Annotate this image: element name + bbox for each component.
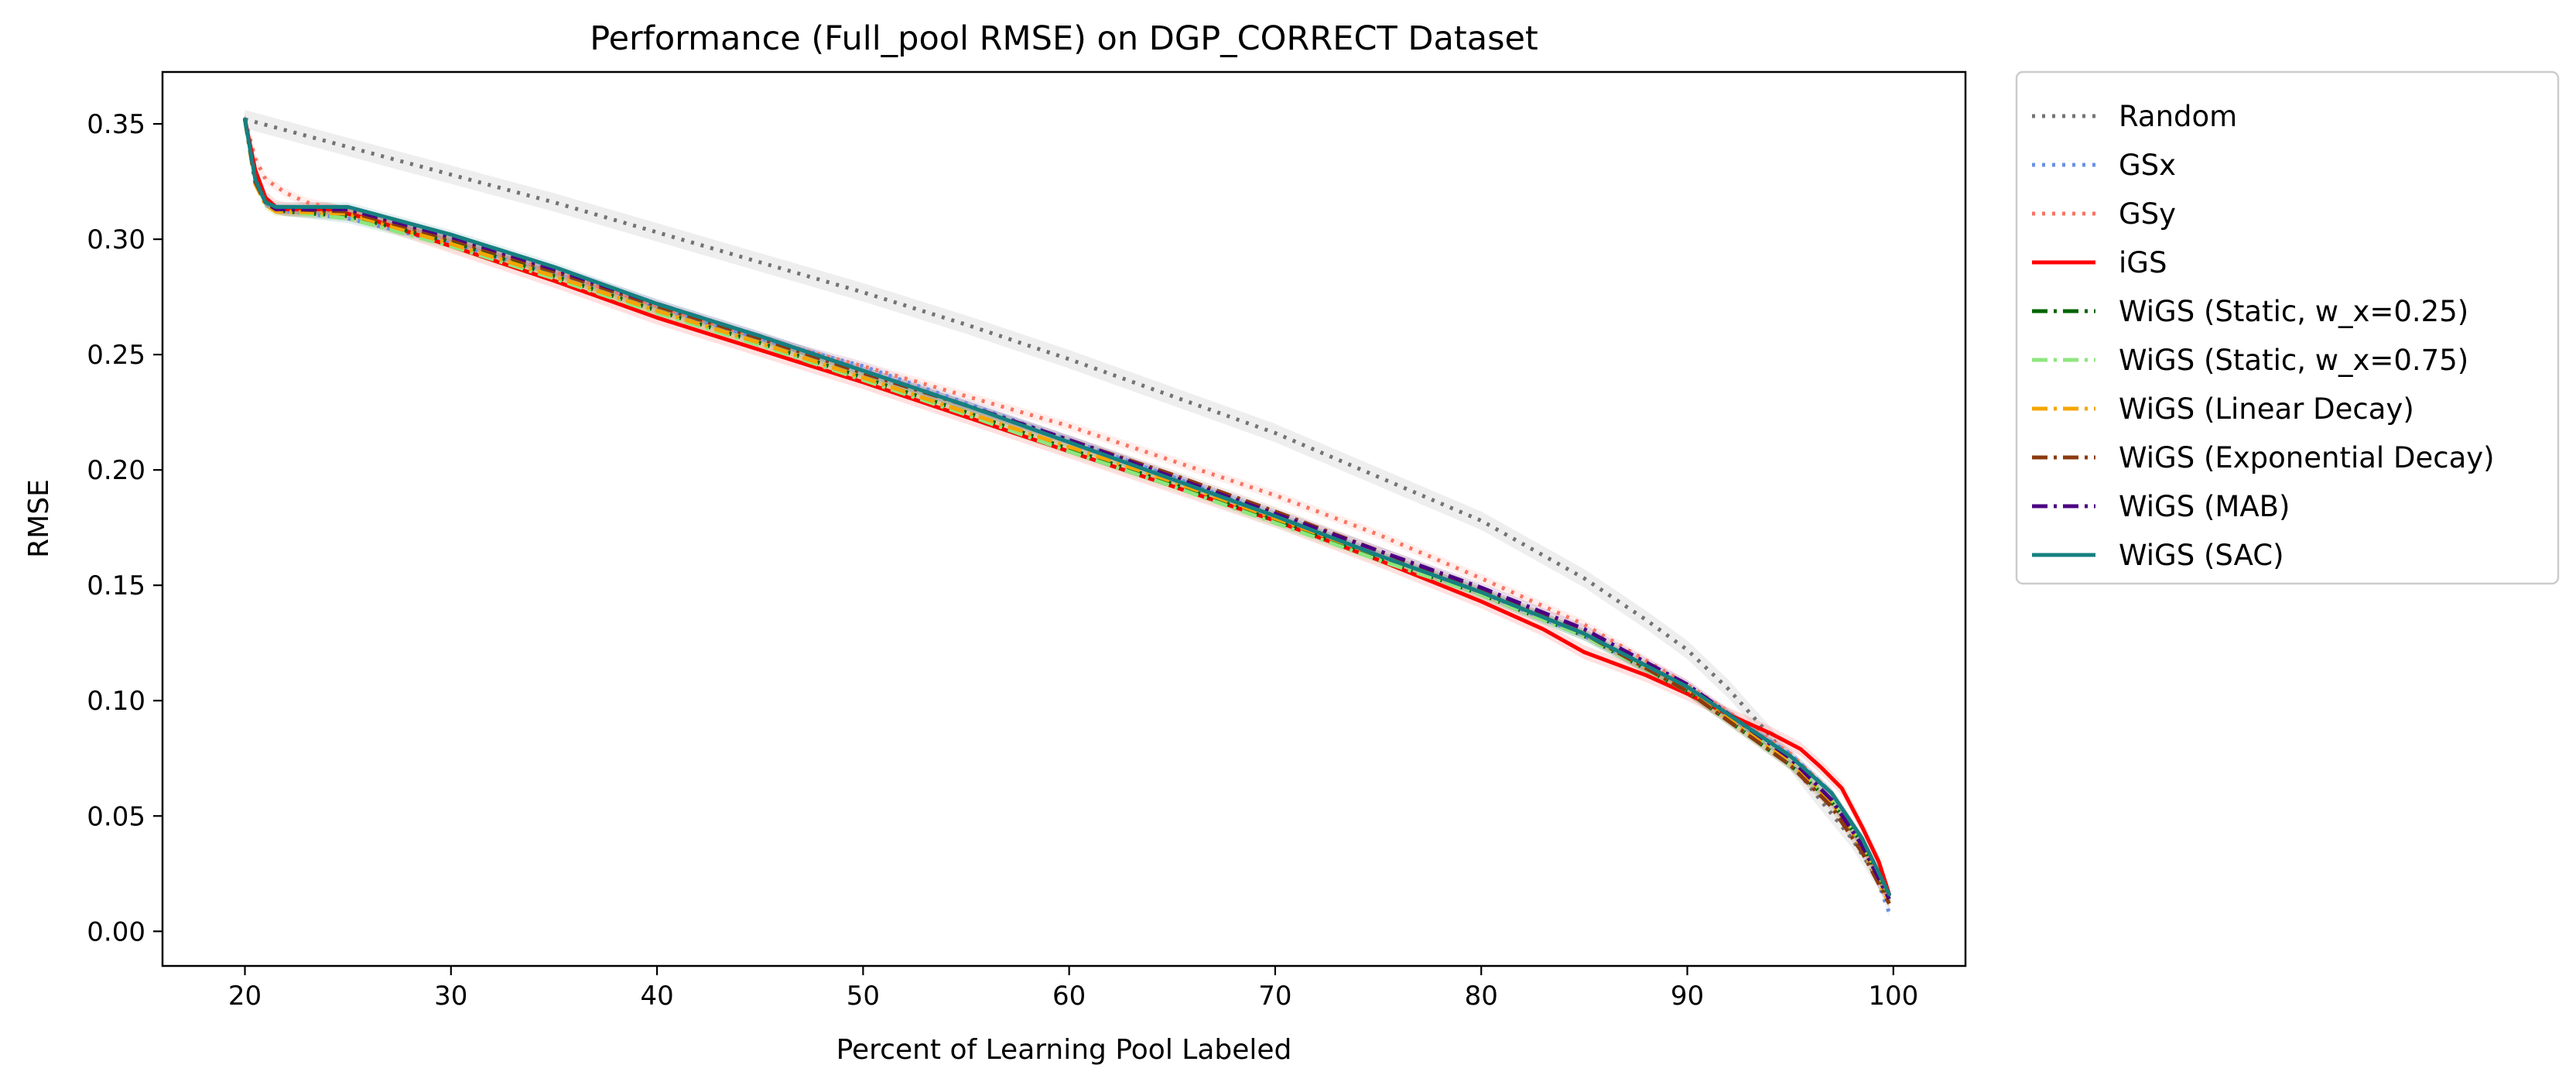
chart-title: Performance (Full_pool RMSE) on DGP_CORR…	[590, 19, 1538, 58]
plot-border	[161, 70, 1967, 967]
series-line	[243, 118, 1891, 905]
legend-label: iGS	[2119, 246, 2167, 279]
legend-item: Random	[2032, 100, 2237, 133]
y-tick-label: 0.20	[87, 455, 145, 486]
y-tick-label: 0.05	[87, 801, 145, 832]
legend: Random GSx GSy iGS WiGS (Static, w_x=0.25) Wi…	[2015, 70, 2560, 585]
y-tick-label: 0.10	[87, 686, 145, 717]
legend-label: GSx	[2119, 149, 2176, 182]
legend-label: WiGS (Exponential Decay)	[2119, 441, 2495, 474]
legend-label: Random	[2119, 100, 2237, 133]
plot-area	[162, 72, 1965, 966]
y-axis: 0.00 0.05 0.10 0.15 0.20 0.25 0.30 0.35	[87, 109, 162, 947]
x-tick-label: 50	[847, 981, 880, 1012]
legend-label: WiGS (SAC)	[2119, 539, 2284, 572]
legend-item: WiGS (Exponential Decay)	[2032, 441, 2495, 474]
legend-label: GSy	[2119, 197, 2176, 231]
y-tick-label: 0.00	[87, 916, 145, 947]
legend-label: WiGS (Static, w_x=0.75)	[2119, 344, 2468, 377]
series-line	[244, 117, 1891, 898]
series-lines	[243, 117, 1891, 914]
x-tick-label: 70	[1258, 981, 1291, 1012]
legend-item: WiGS (MAB)	[2032, 490, 2290, 523]
legend-label: WiGS (Linear Decay)	[2119, 392, 2414, 426]
legend-box	[2015, 70, 2560, 585]
x-tick-label: 60	[1052, 981, 1086, 1012]
x-axis-label: Percent of Learning Pool Labeled	[836, 1034, 1292, 1066]
y-tick-label: 0.35	[87, 109, 145, 140]
x-tick-label: 100	[1868, 981, 1918, 1012]
series-line	[243, 117, 1891, 897]
y-tick-label: 0.25	[87, 340, 145, 371]
y-tick-label: 0.30	[87, 224, 145, 255]
x-tick-label: 40	[640, 981, 673, 1012]
x-tick-label: 90	[1671, 981, 1704, 1012]
legend-item: WiGS (Linear Decay)	[2032, 392, 2414, 426]
y-tick-label: 0.15	[87, 570, 145, 601]
legend-item: GSy	[2032, 197, 2176, 231]
y-axis-label: RMSE	[23, 479, 55, 558]
legend-label: WiGS (MAB)	[2119, 490, 2290, 523]
legend-label: WiGS (Static, w_x=0.25)	[2119, 295, 2468, 328]
legend-item: GSx	[2032, 149, 2176, 182]
legend-item: WiGS (SAC)	[2032, 539, 2284, 572]
x-tick-label: 30	[434, 981, 467, 1012]
series-line	[243, 118, 1891, 914]
series-line	[243, 118, 1891, 902]
x-tick-label: 20	[228, 981, 262, 1012]
legend-item: WiGS (Static, w_x=0.25)	[2032, 295, 2468, 328]
legend-item: iGS	[2032, 246, 2167, 279]
legend-item: WiGS (Static, w_x=0.75)	[2032, 344, 2468, 377]
x-tick-label: 80	[1465, 981, 1498, 1012]
x-axis: 20 30 40 50 60 70 80 90 100	[228, 966, 1918, 1012]
